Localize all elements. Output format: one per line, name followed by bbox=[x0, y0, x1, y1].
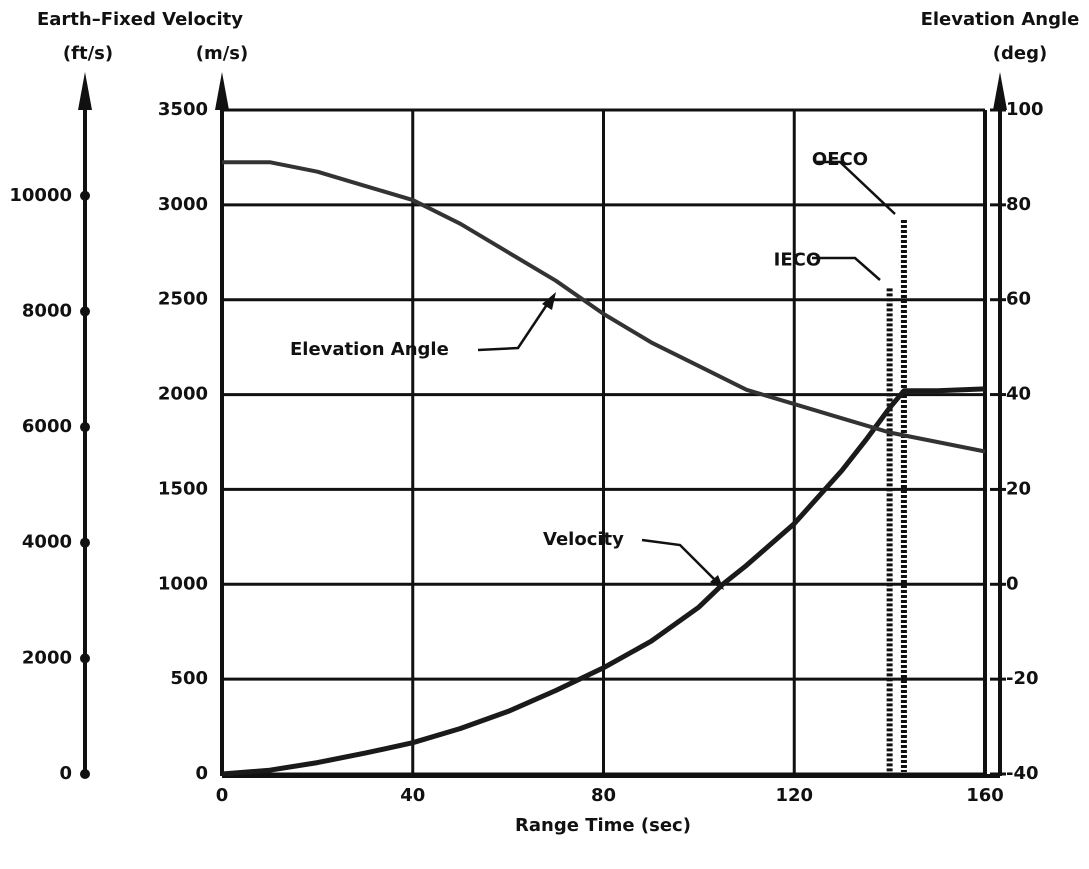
yft-tick-label: 8000 bbox=[22, 300, 72, 321]
x-tick-label: 40 bbox=[400, 785, 425, 806]
yft-tick bbox=[80, 653, 90, 664]
yft-tick-label: 2000 bbox=[22, 647, 72, 668]
y-label: (m/s) bbox=[196, 43, 249, 64]
y-title: Earth–Fixed Velocity bbox=[37, 9, 243, 30]
y-tick-label: 500 bbox=[170, 668, 208, 689]
y-tick-label: 3000 bbox=[158, 194, 208, 215]
yft-tick bbox=[80, 190, 90, 201]
y2-label: (deg) bbox=[993, 43, 1047, 64]
y-tick-label: 2000 bbox=[158, 384, 208, 405]
y2-tick-label: 20 bbox=[1006, 478, 1031, 499]
yft-tick-label: 10000 bbox=[9, 185, 72, 206]
yft-label: (ft/s) bbox=[63, 43, 113, 64]
event-label: OECO bbox=[812, 149, 868, 170]
yft-tick bbox=[80, 422, 90, 433]
y2-tick-label: -20 bbox=[1006, 668, 1039, 689]
annotation: Velocity bbox=[543, 529, 624, 550]
y2-tick-label: 0 bbox=[1006, 573, 1019, 594]
x-tick-label: 80 bbox=[591, 785, 616, 806]
y2-tick-label: 100 bbox=[1006, 99, 1044, 120]
x-label: Range Time (sec) bbox=[515, 815, 691, 836]
event-label: IECO bbox=[774, 249, 822, 270]
y-tick-label: 1500 bbox=[158, 478, 208, 499]
x-tick-label: 160 bbox=[966, 785, 1004, 806]
series-line bbox=[222, 160, 986, 454]
y-tick-label: 0 bbox=[195, 763, 208, 784]
leader bbox=[641, 538, 719, 584]
yft-tick-label: 6000 bbox=[22, 416, 72, 437]
annotation: Elevation Angle bbox=[290, 339, 449, 360]
y-tick-label: 2500 bbox=[158, 289, 208, 310]
y2-tick-label: 80 bbox=[1006, 194, 1031, 215]
y2-tick-label: 40 bbox=[1006, 384, 1031, 405]
leader bbox=[477, 299, 552, 352]
yft-tick-label: 4000 bbox=[22, 532, 72, 553]
arrow bbox=[993, 72, 1007, 110]
yft-tick bbox=[80, 537, 90, 548]
arrow bbox=[215, 72, 229, 110]
y2-title: Elevation Angle bbox=[921, 9, 1080, 30]
yft-tick-label: 0 bbox=[59, 763, 72, 784]
y2-tick-label: -40 bbox=[1006, 763, 1039, 784]
y-tick-label: 3500 bbox=[158, 99, 208, 120]
arrow bbox=[78, 72, 92, 110]
y-tick-label: 1000 bbox=[158, 573, 208, 594]
x-tick-label: 0 bbox=[216, 785, 229, 806]
yft-tick bbox=[80, 306, 90, 317]
leader bbox=[812, 256, 881, 281]
series-line bbox=[221, 386, 986, 777]
yft-tick bbox=[80, 769, 90, 779]
y2-tick-label: 60 bbox=[1006, 289, 1031, 310]
leader bbox=[815, 160, 896, 215]
x-tick-label: 120 bbox=[775, 785, 813, 806]
